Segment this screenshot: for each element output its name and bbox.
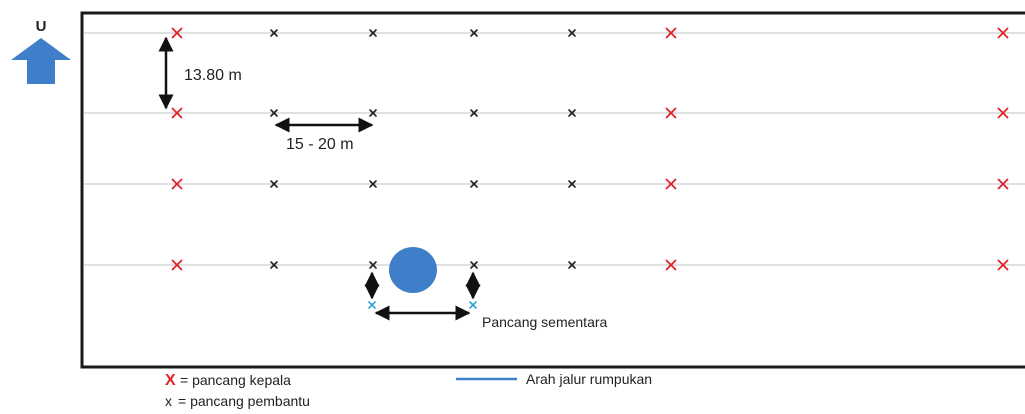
legend-head-symbol: X xyxy=(165,372,176,389)
legend-helper-symbol: x xyxy=(165,393,172,409)
row-spacing-label: 13.80 m xyxy=(184,67,242,84)
north-arrow-icon xyxy=(11,38,71,84)
legend-line-text: Arah jalur rumpukan xyxy=(526,371,652,387)
head-stake-r3-c6 xyxy=(665,178,677,190)
helper-stake-r3-c4 xyxy=(470,180,478,188)
helper-stake-r2-c5 xyxy=(568,109,576,117)
head-stake-r1-c1 xyxy=(171,27,183,39)
compass-label: U xyxy=(36,18,47,35)
helper-stake-r2-c4 xyxy=(470,109,478,117)
helper-stake-r1-c2 xyxy=(270,29,278,37)
helper-stake-r3-c2 xyxy=(270,180,278,188)
helper-stake-r2-c2 xyxy=(270,109,278,117)
stake-spacing-label: 15 - 20 m xyxy=(286,136,354,153)
head-stake-r4-c6 xyxy=(665,259,677,271)
head-stake-r2-c7 xyxy=(997,107,1009,119)
helper-stake-r4-c4 xyxy=(470,261,478,269)
helper-stake-r3-c3 xyxy=(369,180,377,188)
temporary-stake-right xyxy=(469,301,477,309)
helper-stake-r1-c3 xyxy=(369,29,377,37)
legend-helper-text: = pancang pembantu xyxy=(178,393,310,409)
stakes-layer xyxy=(171,27,1009,271)
head-stake-r3-c7 xyxy=(997,178,1009,190)
head-stake-r4-c7 xyxy=(997,259,1009,271)
obstacle-circle xyxy=(389,247,437,293)
field-frame xyxy=(80,11,1025,369)
head-stake-r2-c1 xyxy=(171,107,183,119)
head-stake-r4-c1 xyxy=(171,259,183,271)
helper-stake-r2-c3 xyxy=(369,109,377,117)
temporary-stakes-label: Pancang sementara xyxy=(482,314,608,330)
helper-stake-r1-c5 xyxy=(568,29,576,37)
head-stake-r1-c7 xyxy=(997,27,1009,39)
row-lines xyxy=(84,32,1025,266)
head-stake-r2-c6 xyxy=(665,107,677,119)
temporary-stake-left xyxy=(368,301,376,309)
temporary-stakes xyxy=(368,301,477,309)
helper-stake-r3-c5 xyxy=(568,180,576,188)
helper-stake-r4-c3 xyxy=(369,261,377,269)
legend-head-text: = pancang kepala xyxy=(180,372,291,388)
head-stake-r1-c6 xyxy=(665,27,677,39)
head-stake-r3-c1 xyxy=(171,178,183,190)
helper-stake-r4-c2 xyxy=(270,261,278,269)
helper-stake-r4-c5 xyxy=(568,261,576,269)
helper-stake-r1-c4 xyxy=(470,29,478,37)
